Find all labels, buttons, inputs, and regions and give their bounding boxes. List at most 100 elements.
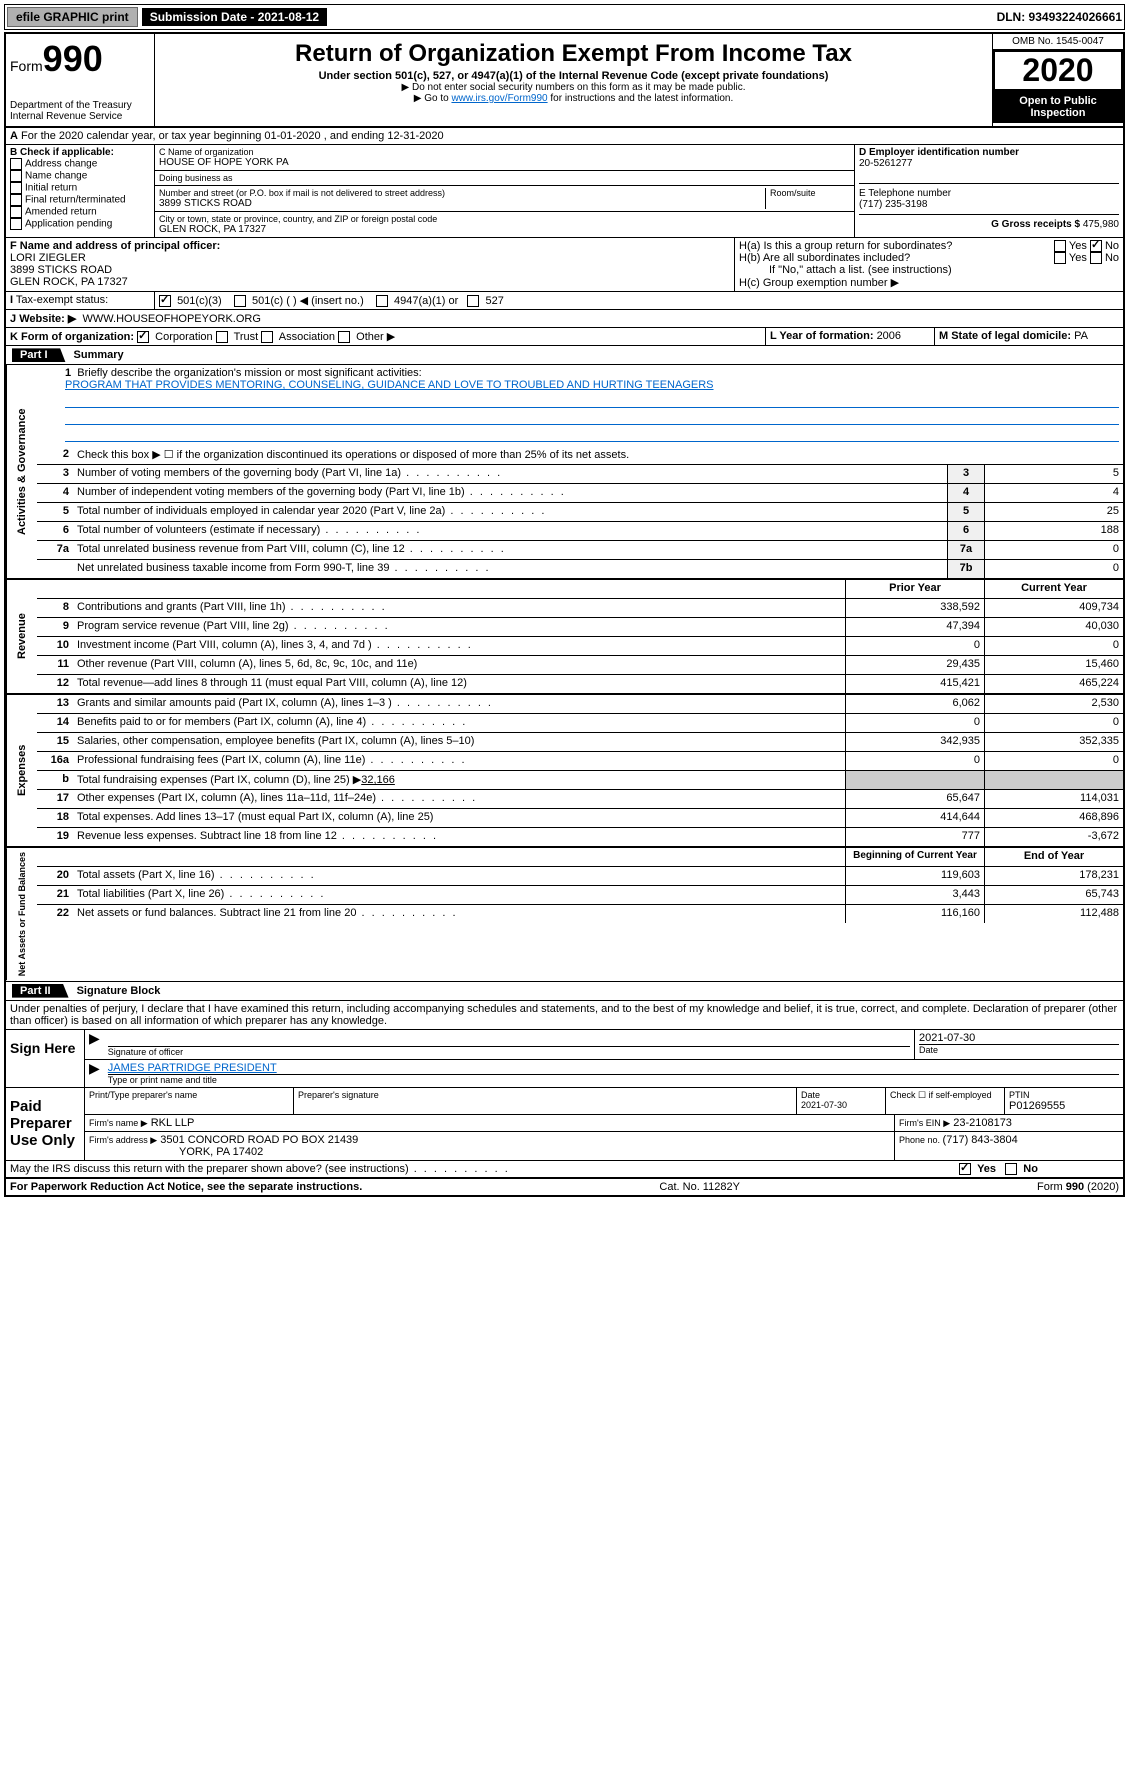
k-corp: Corporation xyxy=(155,331,212,343)
summary-net-assets: Net Assets or Fund Balances Beginning of… xyxy=(6,848,1123,981)
phone-value: (717) 235-3198 xyxy=(859,199,1119,210)
line12: Total revenue—add lines 8 through 11 (mu… xyxy=(73,675,845,693)
cb-address-change[interactable]: Address change xyxy=(10,158,150,170)
org-name-value: HOUSE OF HOPE YORK PA xyxy=(159,157,850,168)
i-4947-cb[interactable] xyxy=(376,295,388,307)
i-501c-cb[interactable] xyxy=(234,295,246,307)
discuss-yes-cb[interactable] xyxy=(959,1163,971,1175)
p11: 29,435 xyxy=(845,656,984,674)
form-container: Form990 Department of the Treasury Inter… xyxy=(4,32,1125,1197)
line6: Total number of volunteers (estimate if … xyxy=(73,522,947,540)
header-right: OMB No. 1545-0047 2020 Open to Public In… xyxy=(992,34,1123,126)
cb-final-return-label: Final return/terminated xyxy=(25,195,126,206)
paid-preparer-section: Paid Preparer Use Only Print/Type prepar… xyxy=(6,1088,1123,1161)
prior-year-header: Prior Year xyxy=(845,580,984,598)
ptin-label: PTIN xyxy=(1009,1090,1119,1100)
l-label: L Year of formation: xyxy=(770,330,877,342)
k-assoc: Association xyxy=(279,331,335,343)
mission-line4 xyxy=(65,427,1119,442)
c14: 0 xyxy=(984,714,1123,732)
inspection-badge: Open to Public Inspection xyxy=(993,91,1123,123)
part2-header: Part II Signature Block xyxy=(6,982,1123,1001)
k-other-cb[interactable] xyxy=(338,331,350,343)
discuss-row: May the IRS discuss this return with the… xyxy=(6,1161,1123,1179)
discuss-no-cb[interactable] xyxy=(1005,1163,1017,1175)
p19: 777 xyxy=(845,828,984,846)
line19: Revenue less expenses. Subtract line 18 … xyxy=(73,828,845,846)
section-bcdeg: B Check if applicable: Address change Na… xyxy=(6,145,1123,238)
form-label-text: Form xyxy=(10,58,43,74)
ein-value: 20-5261277 xyxy=(859,158,1119,169)
firm-ein: 23-2108173 xyxy=(953,1117,1012,1129)
omb-number: OMB No. 1545-0047 xyxy=(993,34,1123,50)
cb-name-change[interactable]: Name change xyxy=(10,170,150,182)
efile-button[interactable]: efile GRAPHIC print xyxy=(7,7,138,27)
part1-title: Summary xyxy=(74,349,124,361)
form-number: Form990 xyxy=(10,38,150,80)
prep-name-label: Print/Type preparer's name xyxy=(89,1090,289,1100)
cb-address-change-label: Address change xyxy=(25,159,97,170)
cb-amended-return[interactable]: Amended return xyxy=(10,206,150,218)
line14: Benefits paid to or for members (Part IX… xyxy=(73,714,845,732)
line7b: Net unrelated business taxable income fr… xyxy=(73,560,947,578)
side-net: Net Assets or Fund Balances xyxy=(6,848,37,980)
prep-date: 2021-07-30 xyxy=(801,1100,881,1110)
footer-center: Cat. No. 11282Y xyxy=(659,1181,740,1193)
ha-no-cb[interactable] xyxy=(1090,240,1102,252)
cb-initial-return-label: Initial return xyxy=(25,183,77,194)
k-assoc-cb[interactable] xyxy=(261,331,273,343)
line16b-val: 32,166 xyxy=(361,774,395,786)
f-label: F Name and address of principal officer: xyxy=(10,240,730,252)
p22: 116,160 xyxy=(845,905,984,923)
city-value: GLEN ROCK, PA 17327 xyxy=(159,224,850,235)
gross-receipts-value: 475,980 xyxy=(1083,219,1119,230)
column-b-checkboxes: B Check if applicable: Address change Na… xyxy=(6,145,155,237)
v3: 5 xyxy=(984,465,1123,483)
c10: 0 xyxy=(984,637,1123,655)
v6: 188 xyxy=(984,522,1123,540)
org-name-label: C Name of organization xyxy=(159,147,850,157)
part1-header: Part I Summary xyxy=(6,346,1123,365)
c20: 178,231 xyxy=(984,867,1123,885)
i-527-cb[interactable] xyxy=(467,295,479,307)
principal-officer: F Name and address of principal officer:… xyxy=(6,238,735,291)
f-city: GLEN ROCK, PA 17327 xyxy=(10,276,730,288)
header-left: Form990 Department of the Treasury Inter… xyxy=(6,34,155,126)
cb-initial-return[interactable]: Initial return xyxy=(10,182,150,194)
irs-link[interactable]: www.irs.gov/Form990 xyxy=(451,93,547,104)
line7a: Total unrelated business revenue from Pa… xyxy=(73,541,947,559)
c9: 40,030 xyxy=(984,618,1123,636)
line22: Net assets or fund balances. Subtract li… xyxy=(73,905,845,923)
k-corp-cb[interactable] xyxy=(137,331,149,343)
footer-right: Form 990 (2020) xyxy=(1037,1181,1119,1193)
form-subtitle: Under section 501(c), 527, or 4947(a)(1)… xyxy=(159,70,988,82)
line16a: Professional fundraising fees (Part IX, … xyxy=(73,752,845,770)
firm-name-label: Firm's name ▶ xyxy=(89,1118,148,1128)
line16b-pre: Total fundraising expenses (Part IX, col… xyxy=(77,774,361,786)
tax-year: 2020 xyxy=(993,50,1123,91)
f-name: LORI ZIEGLER xyxy=(10,252,730,264)
form-number-text: 990 xyxy=(43,38,103,79)
firm-addr2: YORK, PA 17402 xyxy=(89,1146,890,1158)
row-a-tax-year: A For the 2020 calendar year, or tax yea… xyxy=(6,128,1123,145)
org-name-cell: C Name of organization HOUSE OF HOPE YOR… xyxy=(155,145,854,171)
summary-governance: Activities & Governance 1 Briefly descri… xyxy=(6,365,1123,580)
i-501c3-cb[interactable] xyxy=(159,295,171,307)
hb-yes-cb[interactable] xyxy=(1054,252,1066,264)
ha-yes-cb[interactable] xyxy=(1054,240,1066,252)
firm-addr-label: Firm's address ▶ xyxy=(89,1135,157,1145)
firm-name: RKL LLP xyxy=(151,1117,195,1129)
street-cell: Number and street (or P.O. box if mail i… xyxy=(155,186,854,212)
cb-application-pending[interactable]: Application pending xyxy=(10,218,150,230)
cb-final-return[interactable]: Final return/terminated xyxy=(10,194,150,206)
h-section: H(a) Is this a group return for subordin… xyxy=(735,238,1123,291)
k-trust-cb[interactable] xyxy=(216,331,228,343)
hb-no-cb[interactable] xyxy=(1090,252,1102,264)
c21: 65,743 xyxy=(984,886,1123,904)
v4: 4 xyxy=(984,484,1123,502)
p9: 47,394 xyxy=(845,618,984,636)
i-501c: 501(c) ( ) ◀ (insert no.) xyxy=(252,295,364,307)
line1-label: Briefly describe the organization's miss… xyxy=(77,367,421,379)
street-value: 3899 STICKS ROAD xyxy=(159,198,765,209)
m-value: PA xyxy=(1074,330,1088,342)
